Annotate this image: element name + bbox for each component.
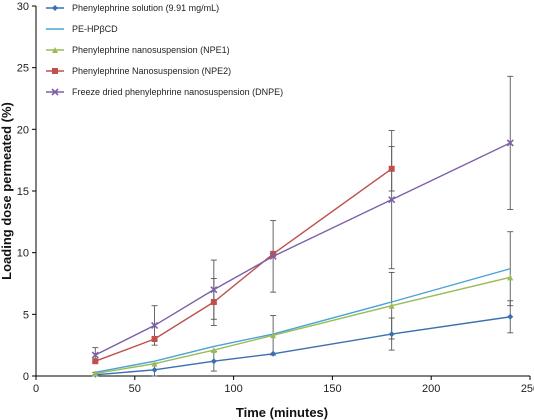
data-point-stroke bbox=[388, 196, 396, 204]
legend-item: Freeze dried phenylephrine nanosuspensio… bbox=[46, 87, 283, 97]
data-point-stroke bbox=[210, 286, 218, 294]
series-line bbox=[95, 316, 511, 376]
x-tick-label: 100 bbox=[224, 383, 242, 395]
data-point bbox=[210, 347, 217, 354]
axis-ticks: 0 50 100 150 200 250 0 5 10 15 20 25 30 bbox=[17, 1, 534, 395]
data-point bbox=[52, 5, 58, 11]
data-point bbox=[92, 358, 99, 365]
data-point bbox=[150, 321, 159, 329]
data-point bbox=[388, 302, 395, 309]
data-point-stroke bbox=[150, 321, 159, 329]
series-markers bbox=[91, 139, 514, 378]
series-line bbox=[95, 276, 511, 375]
data-point-stroke bbox=[506, 139, 514, 147]
legend: Phenylephrine solution (9.91 mg/mL) PE-HP… bbox=[46, 3, 283, 97]
plot-frame bbox=[35, 6, 530, 377]
y-tick-label: 15 bbox=[17, 186, 29, 198]
legend-item: Phenylephrine nanosuspension (NPE1) bbox=[46, 45, 230, 55]
data-point bbox=[210, 358, 217, 365]
data-point bbox=[52, 68, 58, 74]
data-point bbox=[210, 299, 217, 305]
data-point-stroke bbox=[51, 88, 59, 96]
data-point bbox=[151, 366, 158, 373]
y-tick-label: 20 bbox=[17, 124, 29, 136]
x-tick-label: 0 bbox=[33, 383, 39, 395]
data-point bbox=[91, 351, 99, 359]
legend-label: Phenylephrine Nanosuspension (NPE2) bbox=[72, 66, 231, 76]
data-point bbox=[52, 47, 58, 53]
data-point bbox=[51, 88, 59, 96]
data-point bbox=[270, 332, 277, 339]
x-tick-label: 150 bbox=[323, 383, 341, 395]
data-point bbox=[388, 331, 395, 338]
legend-item: Phenylephrine solution (9.91 mg/mL) bbox=[46, 3, 219, 13]
legend-label: Phenylephrine nanosuspension (NPE1) bbox=[72, 45, 230, 55]
legend-label: Freeze dried phenylephrine nanosuspensio… bbox=[72, 87, 283, 97]
series-line bbox=[95, 268, 511, 373]
data-point bbox=[210, 286, 218, 294]
series-lines bbox=[94, 142, 511, 376]
data-point bbox=[507, 274, 514, 281]
data-point bbox=[507, 313, 514, 320]
x-tick-label: 50 bbox=[129, 383, 141, 395]
y-tick-label: 25 bbox=[17, 63, 29, 75]
x-axis-title: Time (minutes) bbox=[236, 405, 328, 420]
x-tick-label: 250 bbox=[521, 383, 534, 395]
legend-label: Phenylephrine solution (9.91 mg/mL) bbox=[72, 3, 219, 13]
data-point bbox=[506, 139, 514, 147]
data-point bbox=[151, 336, 158, 342]
series-line bbox=[94, 142, 511, 356]
error-bars bbox=[92, 75, 514, 377]
y-tick-label: 10 bbox=[17, 248, 29, 260]
data-point-stroke bbox=[91, 351, 99, 359]
legend-label: PE-HPβCD bbox=[72, 24, 118, 34]
data-point bbox=[269, 252, 277, 260]
legend-item: Phenylephrine Nanosuspension (NPE2) bbox=[46, 66, 231, 76]
legend-item: PE-HPβCD bbox=[46, 24, 118, 34]
data-point bbox=[388, 165, 395, 172]
data-point bbox=[270, 250, 277, 257]
data-point bbox=[151, 360, 158, 367]
y-tick-label: 0 bbox=[23, 371, 29, 383]
data-point bbox=[270, 350, 277, 357]
data-point bbox=[92, 370, 99, 377]
data-point bbox=[388, 196, 396, 204]
data-point-stroke bbox=[269, 252, 277, 260]
y-axis-title: Loading dose permeated (%) bbox=[0, 102, 14, 280]
y-tick-label: 30 bbox=[17, 1, 29, 13]
x-tick-label: 200 bbox=[422, 383, 440, 395]
y-tick-label: 5 bbox=[23, 309, 29, 321]
